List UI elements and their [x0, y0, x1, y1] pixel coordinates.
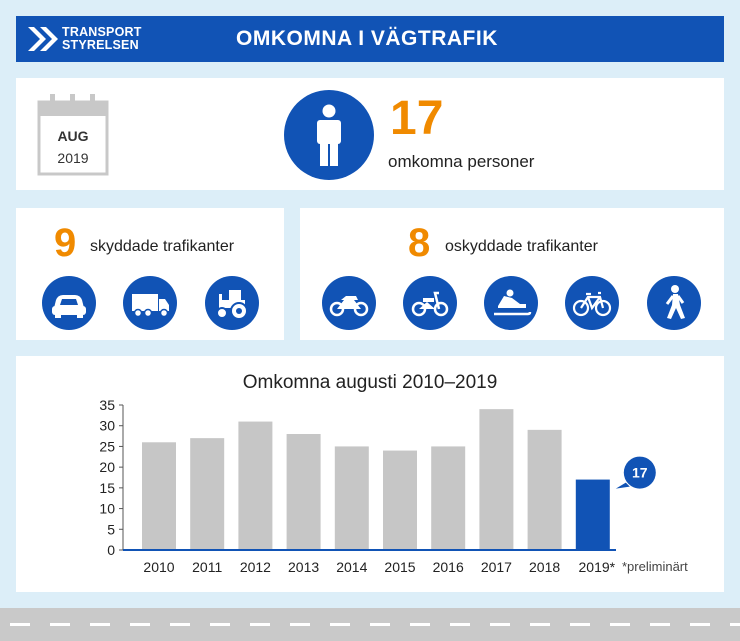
road-dash: [290, 623, 310, 626]
logo-arrow-icon: [28, 27, 58, 51]
x-tick-label: 2019*: [579, 559, 616, 575]
road-dash: [690, 623, 710, 626]
car-icon: [52, 295, 86, 318]
bicycle-icon: [572, 291, 612, 317]
snowmobile-icon: [494, 289, 532, 316]
road-dash: [610, 623, 630, 626]
road-dash: [530, 623, 550, 626]
snowmobile-circle: [484, 276, 538, 330]
motorcycle-icon: [329, 296, 369, 317]
x-tick-label: 2013: [288, 559, 319, 575]
y-tick-label: 10: [99, 501, 115, 517]
road-dash: [210, 623, 230, 626]
total-fatalities-number: 17: [390, 92, 444, 145]
road-dash: [570, 623, 590, 626]
protected-count: 9: [54, 221, 77, 265]
road-dash: [490, 623, 510, 626]
x-tick-label: 2017: [481, 559, 512, 575]
truck-icon: [132, 294, 169, 318]
unprotected-label: oskyddade trafikanter: [445, 238, 598, 255]
bar: [334, 446, 369, 550]
x-tick-label: 2010: [143, 559, 174, 575]
x-tick-label: 2018: [529, 559, 560, 575]
unprotected-panel: 8 oskyddade trafikanter: [300, 208, 724, 340]
y-tick-label: 0: [107, 542, 115, 558]
calendar-month: AUG: [57, 128, 89, 144]
y-tick-label: 25: [99, 438, 115, 454]
road-dash: [250, 623, 270, 626]
bar: [575, 479, 610, 550]
transportstyrelsen-logo: TRANSPORT STYRELSEN: [26, 24, 156, 54]
y-tick-label: 35: [99, 397, 115, 413]
chart-panel: Omkomna augusti 2010–2019 0 5 10 15 20 25 30 35…: [16, 356, 724, 592]
bar: [383, 450, 417, 550]
total-fatalities-label: omkomna personer: [388, 152, 535, 171]
tractor-icon: [216, 290, 248, 320]
header-bar: TRANSPORT STYRELSEN OMKOMNA I VÄGTRAFIK: [16, 16, 724, 62]
chart-title: Omkomna augusti 2010–2019: [242, 372, 498, 393]
road-dash: [90, 623, 110, 626]
road-strip: [0, 608, 740, 641]
y-tick-label: 30: [99, 418, 115, 434]
x-tick-label: 2016: [433, 559, 464, 575]
chart-footnote: *preliminärt: [622, 559, 688, 574]
bar: [238, 421, 273, 550]
road-dash: [410, 623, 430, 626]
car-circle: [42, 276, 96, 330]
motorcycle-circle: [322, 276, 376, 330]
road-dash: [730, 623, 740, 626]
truck-circle: [123, 276, 177, 330]
callout-value: 17: [632, 465, 648, 481]
callout-bubble: [623, 456, 656, 489]
road-dash: [330, 623, 350, 626]
page-title: OMKOMNA I VÄGTRAFIK: [236, 27, 498, 50]
road-dash: [450, 623, 470, 626]
road-dash: [170, 623, 190, 626]
tractor-circle: [205, 276, 259, 330]
road-dash: [650, 623, 670, 626]
moped-circle: [403, 276, 457, 330]
road-dash: [130, 623, 150, 626]
moped-icon: [411, 291, 449, 317]
y-tick-label: 5: [107, 521, 115, 537]
protected-panel: 9 skyddade trafikanter: [16, 208, 284, 340]
bar: [142, 442, 176, 550]
calendar-icon: AUG 2019: [36, 92, 110, 176]
bar: [431, 446, 466, 550]
person-circle: [284, 90, 374, 180]
road-dash: [10, 623, 30, 626]
bar: [479, 409, 514, 550]
x-tick-label: 2015: [384, 559, 415, 575]
logo-text: TRANSPORT STYRELSEN: [62, 26, 142, 52]
bar: [527, 429, 562, 550]
x-tick-label: 2012: [240, 559, 271, 575]
y-tick-label: 15: [99, 480, 115, 496]
pedestrian-circle: [647, 276, 701, 330]
bicycle-circle: [565, 276, 619, 330]
y-tick-label: 20: [99, 459, 115, 475]
protected-label: skyddade trafikanter: [90, 238, 235, 255]
unprotected-count: 8: [408, 221, 431, 265]
callout-pointer: [615, 482, 630, 489]
bar: [286, 434, 321, 550]
road-dash: [50, 623, 70, 626]
road-dash: [370, 623, 390, 626]
x-tick-label: 2011: [192, 559, 222, 575]
pedestrian-icon: [665, 285, 685, 319]
x-tick-label: 2014: [336, 559, 367, 575]
logo-line2: STYRELSEN: [62, 38, 139, 52]
person-icon: [317, 104, 341, 166]
bar: [190, 438, 225, 550]
bar-chart: 0 5 10 15 20 25 30 35 2010 2011 2012 2013 2014 2015 20…: [99, 397, 656, 575]
logo-line1: TRANSPORT: [62, 25, 142, 39]
summary-panel: AUG 2019 17 omkomna personer: [16, 78, 724, 190]
calendar-year: 2019: [57, 150, 89, 166]
